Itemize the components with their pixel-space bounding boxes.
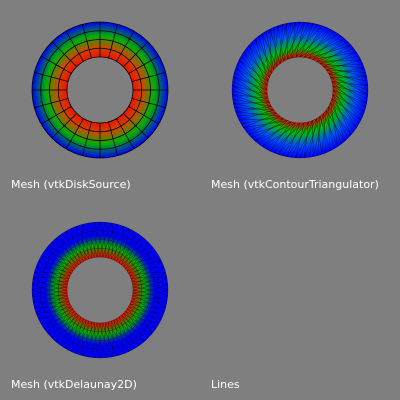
delaunay-mesh-edges [31,221,169,359]
delaunay-ring [31,222,168,358]
disk-source-mesh [31,21,169,159]
contour-mesh-edges [231,21,369,159]
viewport-caption: Mesh (vtkDelaunay2D) [11,378,137,391]
viewport-disk-source[interactable]: Mesh (vtkDiskSource) [0,0,200,200]
viewport-contour-triangulator[interactable]: Mesh (vtkContourTriangulator) [200,0,400,200]
disk-mesh-edges [31,21,169,159]
contour-triangulator-mesh [231,21,369,159]
viewport-lines[interactable]: Lines [200,200,400,400]
delaunay2d-mesh [31,221,169,359]
viewport-caption: Lines [211,378,240,391]
viewport-caption: Mesh (vtkDiskSource) [11,178,131,191]
contour-ring [231,22,368,158]
viewport-delaunay2d[interactable]: Mesh (vtkDelaunay2D) [0,200,200,400]
viewport-caption: Mesh (vtkContourTriangulator) [211,178,379,191]
